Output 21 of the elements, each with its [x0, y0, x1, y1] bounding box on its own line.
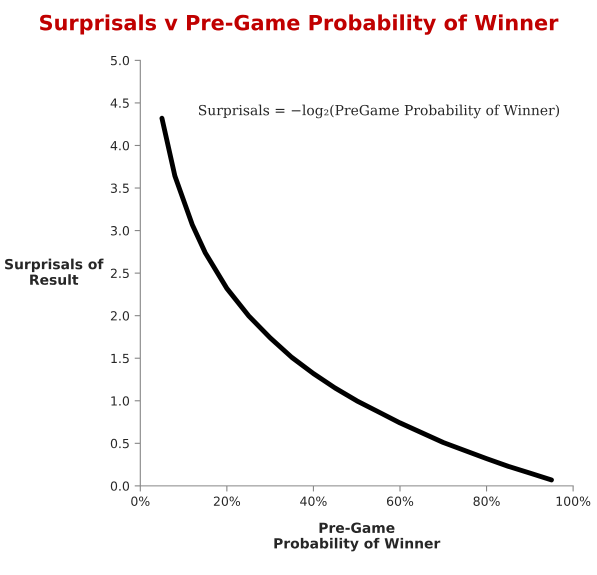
y-tick-label: 2.5 — [110, 268, 129, 278]
x-tick-label: 0% — [131, 496, 150, 506]
y-tick-label: 5.0 — [110, 56, 130, 66]
y-tick-label: 1.5 — [111, 354, 129, 364]
y-axis-title: Surprisals of Result — [5, 258, 104, 285]
x-tick-label: 40% — [300, 496, 327, 506]
x-tick-label: 20% — [214, 496, 240, 506]
y-tick-label: 3.0 — [110, 226, 130, 236]
x-tick-label: 80% — [474, 496, 500, 506]
y-tick-label: 1.0 — [111, 396, 130, 406]
annotation: Surprisals = −log₂(PreGame Probability of Winner) — [198, 104, 560, 118]
y-tick-label: 0.5 — [110, 438, 129, 448]
x-axis-title: Pre-Game Probability of Winner — [274, 522, 440, 552]
y-tick-label: 0.0 — [110, 481, 130, 491]
y-tick-label: 3.5 — [110, 183, 129, 193]
y-tick-label: 4.0 — [110, 140, 130, 150]
y-tick-label: 4.5 — [110, 98, 129, 108]
x-tick-label: 100% — [556, 496, 590, 506]
x-tick-label: 60% — [386, 496, 414, 506]
chart-title: Surprisals v Pre-Game Probability of Winner — [40, 14, 558, 35]
y-tick-label: 2.0 — [110, 311, 130, 321]
